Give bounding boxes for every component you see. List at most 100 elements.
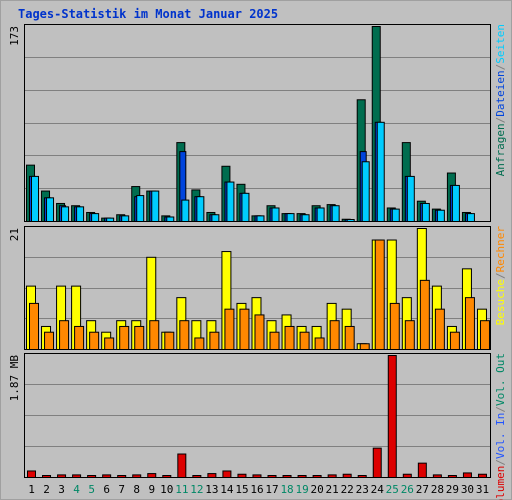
bar-seiten-day-7: [121, 215, 130, 223]
bar-volumen-day-28: [432, 474, 442, 479]
legend-visits: Besuche/Rechner: [494, 226, 507, 326]
bar-seiten-day-9: [151, 190, 160, 222]
x-tick-day-18: 18: [280, 483, 293, 496]
bar-volumen-day-14: [222, 470, 232, 478]
y-max-label: 173: [8, 26, 21, 46]
bar-rechner-day-3: [59, 320, 70, 351]
bar-seiten-day-18: [286, 213, 295, 223]
bar-rechner-day-18: [284, 325, 295, 351]
bar-volumen-day-16: [252, 474, 262, 479]
x-tick-day-27: 27: [416, 483, 429, 496]
bar-seiten-day-10: [166, 216, 175, 223]
bar-volumen-day-10: [162, 475, 172, 478]
bar-seiten-day-13: [211, 214, 220, 223]
bar-seiten-day-3: [61, 206, 70, 222]
x-tick-day-15: 15: [235, 483, 248, 496]
bar-rechner-day-23: [359, 343, 370, 351]
legend-separator: /: [494, 117, 507, 124]
bar-volumen-day-2: [42, 475, 52, 478]
legend-separator: /: [494, 459, 507, 466]
bar-seiten-day-26: [406, 175, 415, 223]
x-tick-day-26: 26: [401, 483, 414, 496]
legend-volume: Volumen/Vol. In/Vol. Out: [494, 353, 507, 500]
bar-volumen-day-4: [72, 474, 82, 479]
bar-seiten-day-19: [301, 214, 310, 223]
bar-volumen-day-23: [357, 475, 367, 478]
bar-rechner-day-2: [44, 331, 55, 351]
bar-rechner-day-6: [104, 337, 115, 351]
x-tick-day-1: 1: [28, 483, 35, 496]
bar-volumen-day-26: [402, 473, 412, 479]
bar-rechner-day-11: [179, 320, 190, 351]
y-max-label: 1.87 MB: [8, 355, 21, 402]
x-tick-day-7: 7: [118, 483, 125, 496]
y-max-label: 21: [8, 228, 21, 241]
bar-rechner-day-31: [479, 320, 490, 351]
x-tick-day-30: 30: [461, 483, 474, 496]
x-tick-day-22: 22: [341, 483, 354, 496]
bar-seiten-day-22: [346, 219, 355, 222]
x-tick-day-2: 2: [43, 483, 50, 496]
bar-volumen-day-9: [147, 473, 157, 479]
bar-seiten-day-12: [196, 196, 205, 223]
bar-volumen-day-1: [27, 470, 36, 478]
legend-separator: /: [494, 64, 507, 71]
bar-seiten-day-8: [136, 195, 145, 223]
bar-rechner-day-21: [329, 320, 340, 351]
bar-rechner-day-19: [299, 331, 310, 351]
bar-rechner-day-15: [239, 308, 250, 350]
bar-rechner-day-16: [254, 314, 265, 350]
bar-seiten-day-25: [391, 208, 400, 222]
bar-volumen-day-29: [447, 475, 457, 478]
panel-visits: 21 Besuche/Rechner: [8, 226, 507, 351]
x-tick-day-12: 12: [190, 483, 203, 496]
bar-seiten-day-16: [256, 215, 265, 223]
bar-volumen-day-19: [297, 475, 307, 478]
bar-volumen-day-17: [267, 475, 277, 478]
bar-rechner-day-22: [344, 325, 355, 351]
bar-volumen-day-20: [312, 475, 322, 478]
x-tick-day-13: 13: [205, 483, 218, 496]
bar-rechner-day-9: [149, 320, 160, 351]
bar-seiten-day-21: [331, 205, 340, 222]
bar-rechner-day-5: [89, 331, 100, 351]
legend-separator: /: [494, 272, 507, 279]
legend-entry-vol-in: Vol. In: [494, 413, 507, 459]
bar-rechner-day-28: [434, 308, 445, 350]
x-tick-day-17: 17: [265, 483, 278, 496]
x-tick-day-20: 20: [311, 483, 324, 496]
bar-seiten-day-6: [106, 217, 115, 223]
x-tick-day-24: 24: [371, 483, 385, 496]
bar-rechner-day-13: [209, 331, 220, 351]
chart-title: Tages-Statistik im Monat Januar 2025: [18, 7, 278, 21]
bar-rechner-day-8: [134, 325, 145, 351]
x-tick-day-11: 11: [175, 483, 188, 496]
legend-entry-vol-out: Vol. Out: [494, 353, 507, 406]
x-tick-day-8: 8: [133, 483, 140, 496]
bar-seiten-day-29: [451, 184, 460, 222]
bar-rechner-day-17: [269, 331, 280, 351]
bar-seiten-day-17: [271, 207, 280, 222]
x-tick-day-3: 3: [58, 483, 65, 496]
bar-volumen-day-31: [477, 473, 487, 479]
bar-rechner-day-29: [449, 331, 460, 351]
x-tick-day-4: 4: [73, 483, 80, 496]
bar-volumen-day-3: [57, 474, 67, 479]
bar-volumen-day-13: [207, 473, 217, 479]
bar-volumen-day-30: [462, 472, 472, 479]
bar-rechner-day-24: [374, 239, 385, 350]
x-tick-day-10: 10: [160, 483, 173, 496]
bar-volumen-day-15: [237, 473, 247, 479]
bar-rechner-day-7: [119, 325, 130, 351]
bar-rechner-day-30: [464, 297, 475, 350]
bar-rechner-day-25: [389, 302, 400, 350]
x-tick-day-5: 5: [88, 483, 95, 496]
bar-volumen-day-6: [102, 474, 112, 479]
bar-volumen-day-8: [132, 474, 142, 479]
bar-volumen-day-7: [117, 475, 127, 478]
bar-volumen-day-22: [342, 473, 352, 479]
bar-volumen-day-11: [177, 453, 187, 478]
bar-rechner-day-26: [404, 320, 415, 351]
legend-entry-dateien: Dateien: [494, 70, 507, 116]
